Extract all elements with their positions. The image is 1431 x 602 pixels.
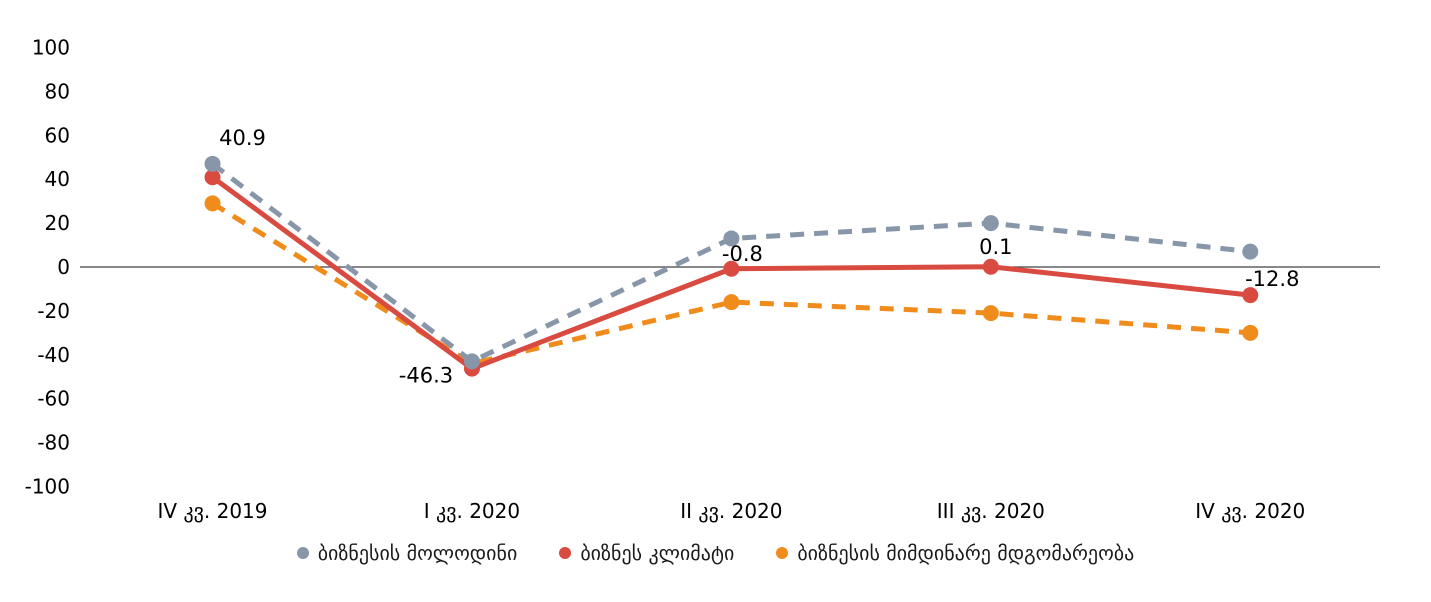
series-1-point-marker [982,258,999,275]
y-tick-label: 100 [32,36,70,60]
data-label: 0.1 [979,235,1012,259]
chart-legend: ბიზნესის მოლოდინი ბიზნეს კლიმატი ბიზნესი… [0,541,1431,565]
legend-label: ბიზნესის მიმდინარე მდგომარეობა [797,541,1135,565]
series-0-point-marker [463,353,480,370]
y-tick-label: 20 [45,211,70,235]
y-tick-label: -20 [37,299,70,323]
series-2-point-marker [982,305,999,322]
series-1-point-marker [723,260,740,277]
data-label: -46.3 [399,364,453,388]
series-line-2 [211,201,1251,367]
legend-label: ბიზნესის მოლოდინი [317,541,518,565]
y-tick-label: -60 [37,387,70,411]
legend-item-business-climate: ბიზნეს კლიმატი [559,541,734,565]
legend-marker-gray-icon [296,547,309,559]
legend-label: ბიზნეს კლიმატი [580,541,735,565]
series-0-point-marker [723,230,740,247]
legend-item-business-expectations: ბიზნესის მოლოდინი [296,541,518,565]
data-label: 40.9 [219,126,266,150]
series-0-point-marker [1242,243,1259,260]
x-axis-label: II კვ. 2020 [680,499,782,523]
x-axis-label: IV კვ. 2020 [1195,499,1305,523]
series-2-point-marker [204,195,221,212]
y-tick-label: 40 [45,167,70,191]
series-1-point-marker [1242,287,1259,304]
data-label: -12.8 [1245,267,1299,291]
y-tick-label: -80 [37,431,70,455]
y-tick-label: -40 [37,343,70,367]
series-0-point-marker [204,155,221,172]
series-0-point-marker [982,215,999,232]
legend-marker-red-icon [559,547,572,559]
legend-marker-orange-icon [776,547,789,559]
y-tick-label: 80 [45,79,70,103]
series-1-point-marker [204,169,221,186]
data-label: -0.8 [722,242,763,266]
y-tick-label: -100 [25,475,70,499]
legend-item-business-current-situation: ბიზნესის მიმდინარე მდგომარეობა [776,541,1134,565]
series-2-point-marker [1242,324,1259,341]
y-tick-label: 0 [57,255,70,279]
x-axis-label: I კვ. 2020 [424,499,520,523]
y-tick-label: 60 [45,123,70,147]
x-axis-label: III კვ. 2020 [937,499,1045,523]
x-axis-label: IV კვ. 2019 [158,499,268,523]
series-2-point-marker [723,294,740,311]
